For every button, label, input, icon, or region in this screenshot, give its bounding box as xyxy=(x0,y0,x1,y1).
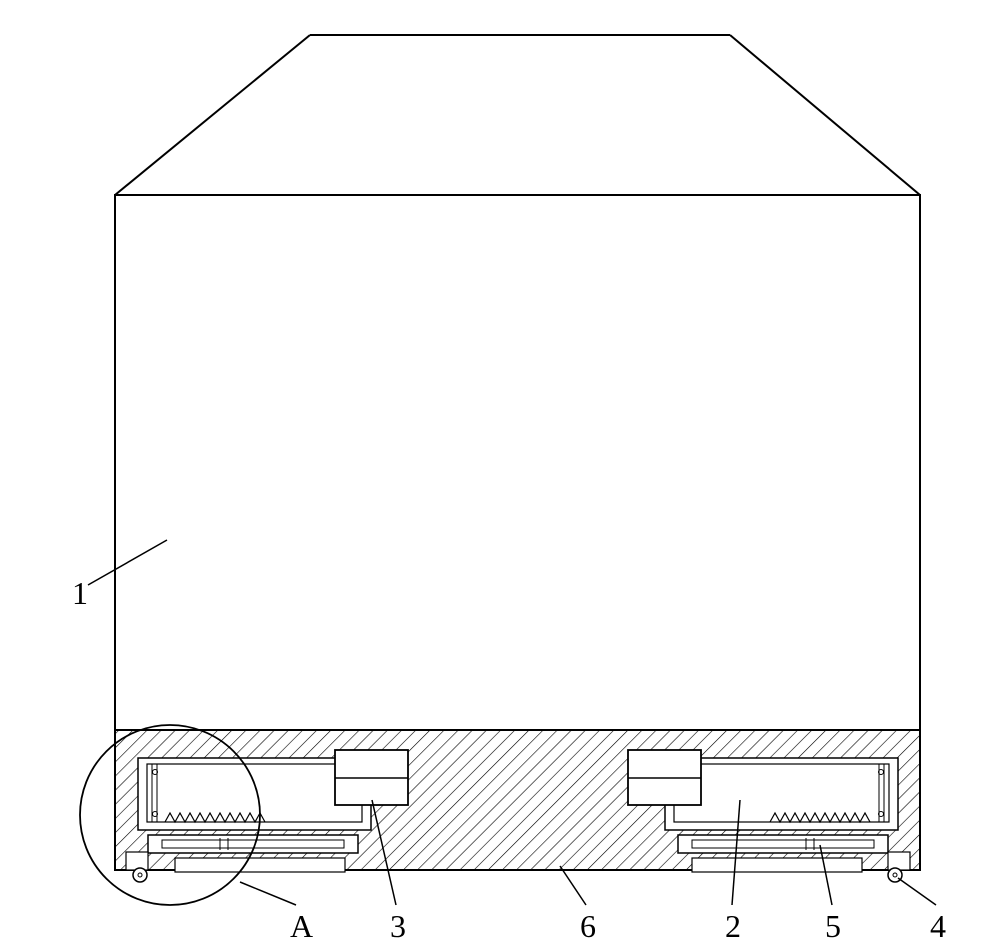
label-1: 1 xyxy=(72,575,88,612)
left-motor-block xyxy=(335,750,408,805)
label-a: A xyxy=(290,908,313,945)
drawing-svg xyxy=(0,0,1000,952)
label-2: 2 xyxy=(725,908,741,945)
left-wheel xyxy=(133,868,147,882)
technical-drawing: 1 A 3 6 2 5 4 xyxy=(0,0,1000,952)
label-5: 5 xyxy=(825,908,841,945)
roof xyxy=(115,35,920,195)
right-motor-block xyxy=(628,750,701,805)
label-6: 6 xyxy=(580,908,596,945)
main-body xyxy=(115,195,920,730)
label-4: 4 xyxy=(930,908,946,945)
label-3: 3 xyxy=(390,908,406,945)
